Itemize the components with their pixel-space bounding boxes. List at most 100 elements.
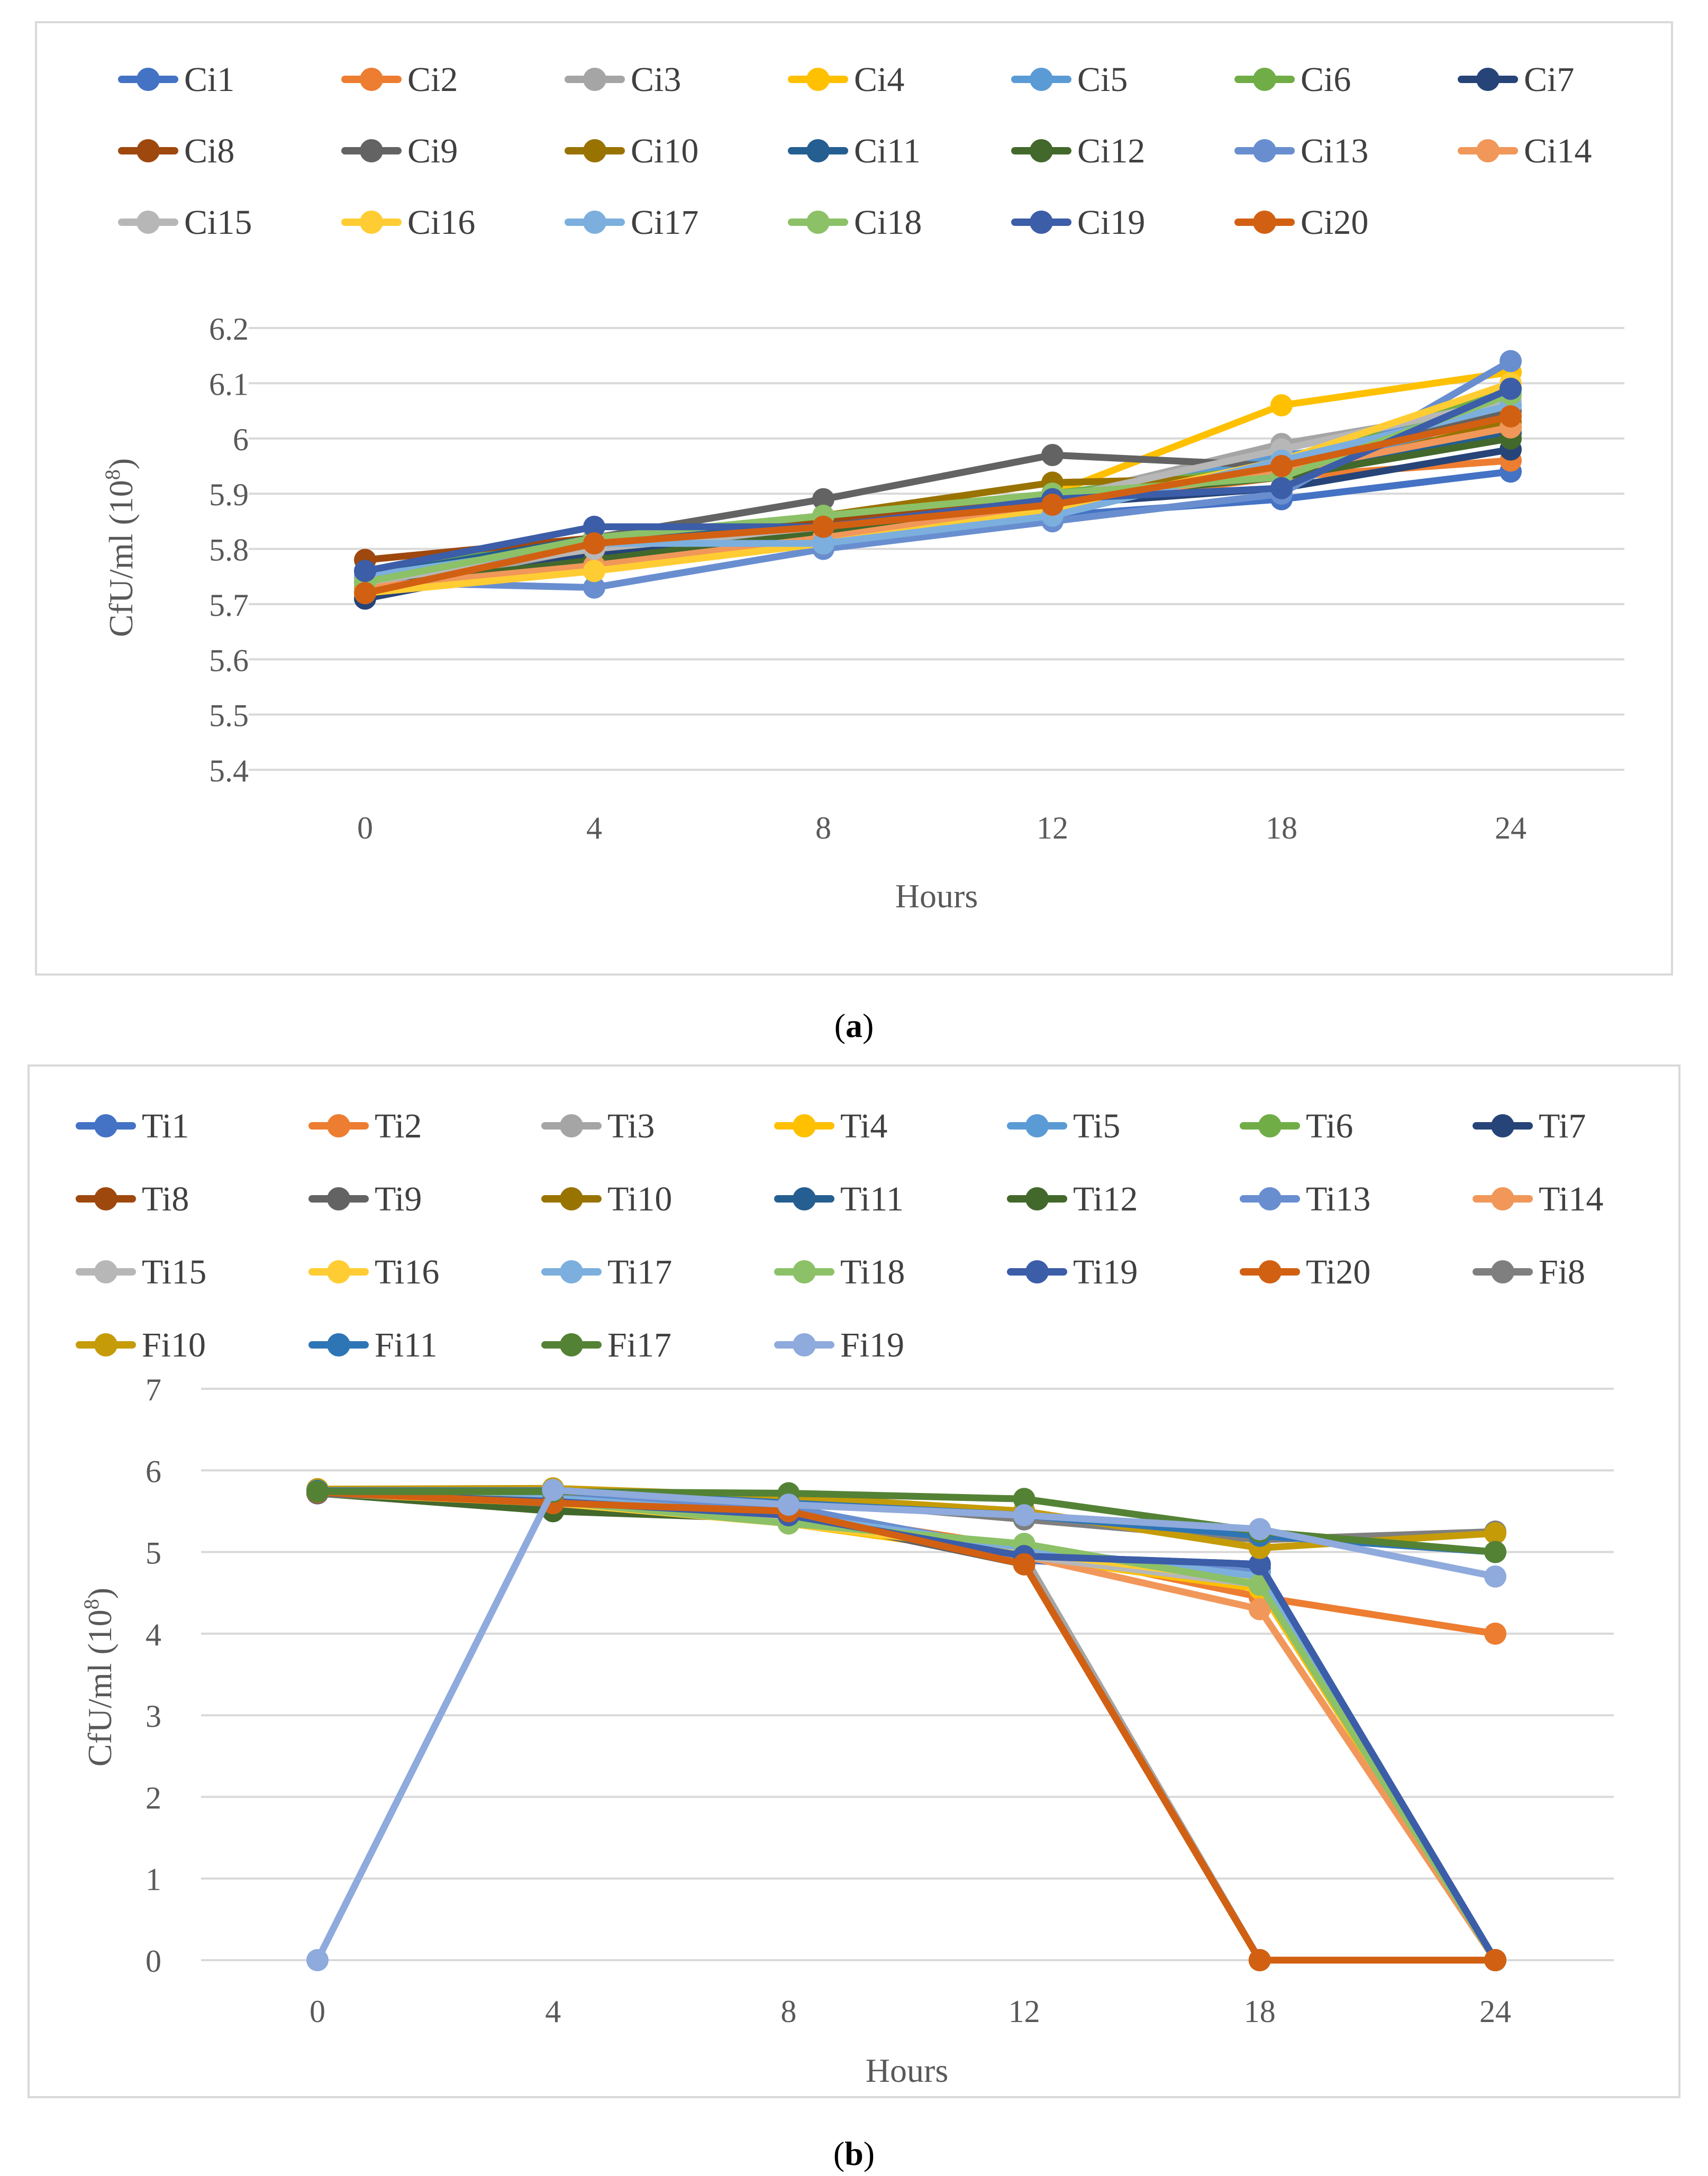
chart-a-legend-item: Ci4	[788, 60, 904, 99]
chart-a-legend-label: Ci13	[1301, 132, 1368, 170]
chart-b-legend-marker	[327, 1333, 350, 1356]
chart-b-legend-label: Fi10	[142, 1326, 206, 1364]
chart-b-legend-label: Fi19	[840, 1326, 904, 1364]
chart-a-legend-label: Ci2	[407, 60, 458, 99]
chart-b-y-axis-label-sup: 8	[79, 1599, 103, 1609]
chart-a-legend-label: Ci1	[184, 60, 234, 99]
chart-b-legend-item: Ti5	[1007, 1107, 1120, 1145]
chart-a-y-tick-label: 5.5	[209, 698, 249, 733]
chart-b-x-tick-label: 8	[780, 1994, 796, 2029]
chart-b-data-point	[1248, 1518, 1271, 1541]
chart-a-y-tick-label: 5.9	[209, 477, 249, 512]
chart-b-data-point	[1013, 1553, 1035, 1576]
chart-b-y-tick-label: 0	[146, 1944, 161, 1979]
chart-b-data-point	[1484, 1565, 1506, 1588]
chart-b-legend: Ti1 Ti2 Ti3 Ti4 Ti5 Ti6 Ti7 Ti8 Ti9 Ti10 Ti11 Ti12 T…	[76, 1107, 1603, 1364]
chart-b-legend-item: Ti3	[541, 1107, 655, 1145]
chart-b-legend-item: Ti20	[1240, 1253, 1370, 1291]
chart-b-legend-label: Ti19	[1073, 1253, 1138, 1291]
chart-a-legend-marker	[1253, 68, 1276, 91]
chart-a-y-tick-label: 6.2	[209, 312, 249, 347]
chart-b-legend-label: Ti5	[1073, 1107, 1120, 1145]
chart-b-y-axis-label-main: CfU/ml (10	[81, 1609, 119, 1767]
chart-a-data-point	[1500, 377, 1522, 400]
chart-b-legend-marker	[327, 1187, 350, 1210]
chart-a-legend-label: Ci9	[407, 132, 458, 170]
chart-b-legend-marker	[560, 1260, 583, 1283]
chart-a-legend-label: Ci3	[631, 60, 681, 99]
chart-a-legend-label: Ci5	[1077, 60, 1128, 99]
chart-b-data-point	[1248, 1598, 1271, 1620]
chart-a-legend-marker	[1476, 68, 1500, 91]
chart-a-y-tick-labels: 5.4 5.5 5.6 5.7 5.8 5.9 6 6.1 6.2	[209, 312, 249, 788]
chart-a-legend-label: Ci4	[854, 60, 904, 99]
chart-a-legend-label: Ci20	[1301, 203, 1368, 242]
chart-b-legend-label: Ti9	[375, 1180, 422, 1218]
chart-a-x-axis-label: Hours	[895, 877, 978, 915]
caption-a: (a)	[834, 1007, 874, 1044]
chart-b-legend-label: Ti11	[840, 1180, 904, 1218]
chart-a-legend-item: Ci12	[1011, 132, 1145, 170]
chart-b-legend-marker	[1491, 1187, 1514, 1210]
chart-b-legend-item: Ti14	[1473, 1180, 1603, 1218]
chart-b-legend-marker	[327, 1260, 350, 1283]
chart-a-legend-item: Ci15	[118, 203, 252, 242]
chart-b-x-tick-label: 18	[1244, 1994, 1276, 2029]
chart-b-legend-label: Ti2	[375, 1107, 422, 1145]
chart-b-legend-label: Ti7	[1539, 1107, 1586, 1145]
chart-b-legend-item: Ti8	[76, 1180, 189, 1218]
chart-b-series	[306, 1477, 1506, 1971]
chart-a-series-ci20	[354, 405, 1522, 604]
chart-a-legend-marker	[1476, 139, 1500, 162]
chart-b-legend-label: Ti20	[1306, 1253, 1370, 1291]
chart-b-legend-label: Ti12	[1073, 1180, 1138, 1218]
chart-a-data-point	[1270, 394, 1293, 417]
chart-b-legend-item: Fi17	[541, 1326, 671, 1364]
chart-b-legend-marker	[793, 1260, 816, 1283]
chart-a-legend-label: Ci7	[1524, 60, 1574, 99]
chart-b-data-point	[1013, 1488, 1035, 1510]
chart-b-legend-item: Fi10	[76, 1326, 206, 1364]
chart-b-data-point	[1484, 1541, 1506, 1563]
chart-b-legend-marker	[1025, 1114, 1049, 1137]
chart-b-legend-label: Ti13	[1306, 1180, 1370, 1218]
chart-b-x-tick-label: 24	[1479, 1994, 1511, 2029]
chart-a-legend-item: Ci5	[1011, 60, 1128, 99]
chart-b-legend-item: Ti9	[308, 1180, 422, 1218]
chart-a-gridlines	[249, 327, 1624, 771]
chart-b-legend-item: Ti1	[76, 1107, 189, 1145]
chart-a-legend-item: Ci8	[118, 132, 234, 170]
chart-b-x-tick-label: 12	[1009, 1994, 1040, 2029]
chart-a-legend-marker	[360, 211, 383, 234]
chart-a-legend-item: Ci3	[565, 60, 681, 99]
chart-a-data-point	[354, 582, 376, 604]
chart-b-legend-item: Ti7	[1473, 1107, 1586, 1145]
chart-a-legend-marker	[1030, 68, 1053, 91]
chart-a-frame	[35, 21, 1673, 976]
chart-b-legend-label: Ti16	[375, 1253, 439, 1291]
chart-b-y-tick-label: 6	[146, 1454, 161, 1489]
chart-b-data-point	[1248, 1949, 1271, 1971]
chart-a-series-line	[361, 390, 1514, 586]
chart-b-legend-item: Ti18	[774, 1253, 905, 1291]
chart-a-y-tick-label: 5.6	[209, 643, 249, 678]
chart-b-y-tick-labels: 0 1 2 3 4 5 6 7	[146, 1372, 161, 1979]
chart-panel-a: Ci1 Ci2 Ci3 Ci4 Ci5 Ci6 Ci7 Ci8 Ci9 Ci10 Ci11 Ci12 C…	[35, 21, 1673, 976]
chart-a-y-tick-label: 5.7	[209, 588, 249, 623]
chart-a-y-tick-label: 6	[233, 422, 249, 457]
chart-b-legend-item: Ti4	[774, 1107, 887, 1145]
chart-a-legend-label: Ci8	[184, 132, 234, 170]
chart-b-legend-label: Ti10	[607, 1180, 672, 1218]
chart-a-x-tick-label: 12	[1037, 811, 1068, 845]
chart-a-legend-item: Ci13	[1234, 132, 1368, 170]
chart-b-legend-item: Fi8	[1473, 1253, 1585, 1291]
chart-a-legend-label: Ci16	[407, 203, 475, 242]
chart-a-legend-marker	[360, 68, 383, 91]
chart-b-data-point	[1248, 1553, 1271, 1576]
chart-b-legend-item: Ti16	[308, 1253, 439, 1291]
chart-a-legend-label: Ci6	[1301, 60, 1351, 99]
chart-b-data-point	[1013, 1504, 1035, 1527]
chart-b-legend-item: Ti10	[541, 1180, 672, 1218]
chart-a-legend-marker	[1253, 139, 1276, 162]
chart-a-data-point	[583, 532, 605, 555]
